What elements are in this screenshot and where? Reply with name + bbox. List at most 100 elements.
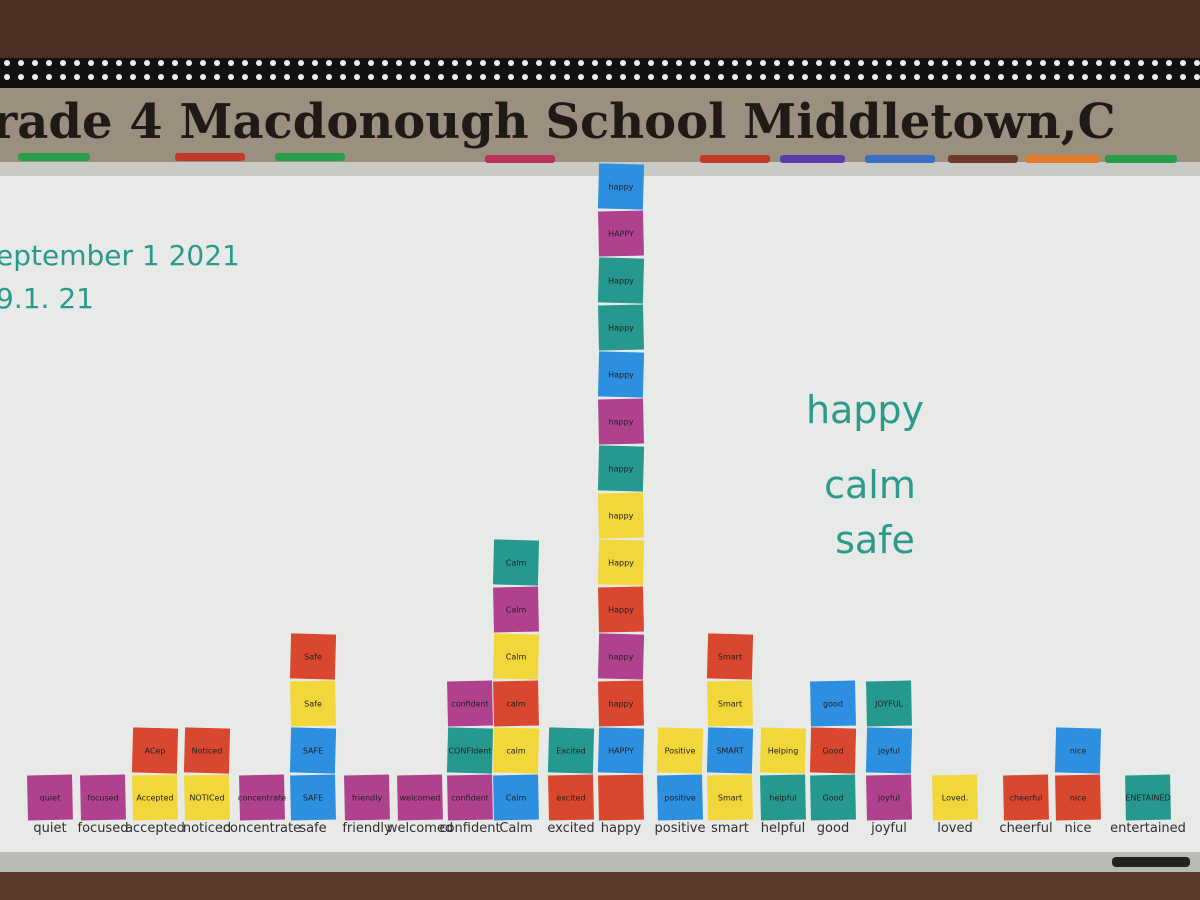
sticky-note	[597, 539, 645, 586]
sticky-note	[183, 727, 231, 774]
note-text: Good	[822, 747, 843, 756]
sticky-note	[597, 633, 645, 680]
note-text: HAPPY	[608, 747, 634, 756]
note-text: ACep	[145, 747, 166, 756]
note-text: Happy	[608, 559, 634, 568]
note-text: SMART	[716, 747, 743, 756]
sticky-note	[932, 774, 978, 821]
sticky-note	[492, 633, 540, 680]
note-text: happy	[609, 418, 634, 427]
sticky-note	[446, 727, 494, 774]
note-text: concentrate	[238, 794, 286, 803]
note-text: Happy	[608, 371, 634, 380]
sticky-note	[493, 774, 539, 821]
sticky-note	[239, 774, 285, 821]
sticky-note	[397, 774, 443, 821]
column-label: friendly	[342, 821, 392, 836]
column-label: welcomed	[387, 821, 453, 836]
summary-word: happy	[806, 388, 924, 432]
note-text: Accepted	[136, 794, 173, 803]
sticky-note	[1125, 774, 1171, 821]
summary-word: safe	[835, 518, 915, 562]
note-text: Smart	[718, 653, 742, 662]
sticky-note	[1055, 774, 1101, 821]
sticky-note	[493, 680, 539, 727]
note-text: Helping	[768, 747, 799, 756]
sticky-note	[597, 727, 645, 774]
note-text: Good	[822, 794, 843, 803]
sticky-note	[447, 680, 493, 727]
note-text: Calm	[506, 606, 527, 615]
note-text: ENETAINED	[1125, 794, 1170, 803]
sticky-note	[707, 680, 753, 727]
sticky-note	[707, 774, 753, 821]
note-text: happy	[609, 183, 634, 192]
note-text: Loved.	[942, 794, 969, 803]
sticky-note	[809, 727, 857, 774]
banner-title: rade 4 Macdonough School Middletown,C	[0, 94, 1116, 150]
column-label: noticed	[183, 821, 231, 836]
note-text: Safe	[304, 653, 322, 662]
column-label: accepted	[125, 821, 185, 836]
note-text: happy	[609, 512, 634, 521]
note-text: Positive	[665, 747, 696, 756]
sticky-note	[1003, 774, 1049, 821]
note-text: confident	[451, 700, 489, 709]
note-text: happy	[609, 700, 634, 709]
note-text: good	[823, 700, 843, 709]
sticky-note	[447, 774, 493, 821]
sticky-note	[706, 633, 754, 680]
sticky-note	[598, 774, 644, 821]
column-label: quiet	[33, 821, 66, 836]
note-text: quiet	[40, 794, 60, 803]
sticky-note	[598, 680, 644, 727]
sticky-note	[547, 727, 595, 774]
banner-border	[0, 58, 1200, 92]
note-text: Happy	[608, 277, 634, 286]
sticky-note	[132, 774, 178, 821]
sticky-note	[598, 492, 644, 539]
column-label: focused	[78, 821, 129, 836]
sticky-note	[810, 774, 856, 821]
sticky-note	[493, 586, 539, 633]
note-text: focused	[87, 794, 118, 803]
sticky-note	[597, 445, 645, 492]
sticky-note	[290, 774, 336, 821]
note-text: Calm	[506, 653, 527, 662]
sticky-note	[344, 774, 390, 821]
note-text: calm	[506, 747, 526, 756]
note-text: JOYFUL	[874, 700, 904, 709]
board-frame	[0, 852, 1200, 872]
sticky-note	[866, 774, 912, 821]
sticky-note	[598, 398, 644, 445]
column-label: confident	[439, 821, 500, 836]
sticky-note	[759, 727, 807, 774]
sticky-note	[492, 539, 540, 586]
note-text: helpful	[769, 794, 796, 803]
sticky-note	[865, 727, 913, 774]
sticky-note	[131, 727, 179, 774]
marker	[1112, 857, 1190, 867]
note-text: Excited	[556, 747, 585, 756]
sticky-note	[598, 304, 644, 351]
note-text: Happy	[608, 324, 634, 333]
sticky-note	[289, 633, 337, 680]
wood-wall	[0, 0, 1200, 58]
sticky-note	[706, 727, 754, 774]
note-text: welcomed	[400, 794, 441, 803]
note-text: NOTICed	[189, 794, 224, 803]
sticky-note	[597, 351, 645, 398]
note-text: nice	[1070, 794, 1087, 803]
note-text: joyful	[877, 794, 900, 803]
sticky-note	[492, 727, 540, 774]
sticky-note	[597, 257, 645, 304]
column-label: good	[817, 821, 849, 836]
note-text: Happy	[608, 606, 634, 615]
sticky-note	[657, 774, 703, 821]
column-label: helpful	[761, 821, 806, 836]
column-label: joyful	[870, 821, 907, 836]
note-text: happy	[609, 465, 634, 474]
note-text: joyful	[877, 747, 900, 756]
